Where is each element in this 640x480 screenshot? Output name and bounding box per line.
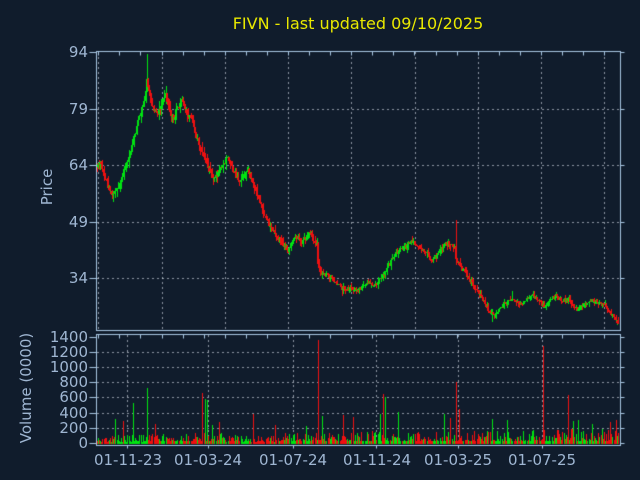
price-axis-tick: 49	[68, 213, 88, 231]
volume-axis-tick: 800	[59, 373, 88, 391]
volume-axis-tick: 1000	[49, 358, 88, 376]
x-axis-tick: 01-07-24	[258, 451, 328, 469]
price-axis-tick: 79	[68, 100, 88, 118]
volume-axis-tick: 1400	[49, 328, 88, 346]
x-axis-tick: 01-07-25	[507, 451, 577, 469]
price-axis-label: Price	[38, 168, 56, 206]
chart-title: FIVN - last updated 09/10/2025	[232, 14, 484, 33]
volume-axis-tick: 400	[59, 404, 88, 422]
volume-axis-tick: 1200	[49, 343, 88, 361]
x-axis-tick: 01-03-24	[173, 451, 243, 469]
x-axis-tick: 01-03-25	[423, 451, 493, 469]
volume-axis-tick: 0	[78, 434, 88, 452]
volume-axis-label: Volume (0000)	[17, 332, 35, 444]
price-axis-tick: 64	[68, 156, 88, 174]
volume-axis-tick: 600	[59, 388, 88, 406]
volume-axis-tick: 200	[59, 419, 88, 437]
price-axis-tick: 94	[68, 43, 88, 61]
price-axis-tick: 34	[68, 269, 88, 287]
x-axis-tick: 01-11-24	[342, 451, 412, 469]
x-axis-tick: 01-11-23	[93, 451, 163, 469]
